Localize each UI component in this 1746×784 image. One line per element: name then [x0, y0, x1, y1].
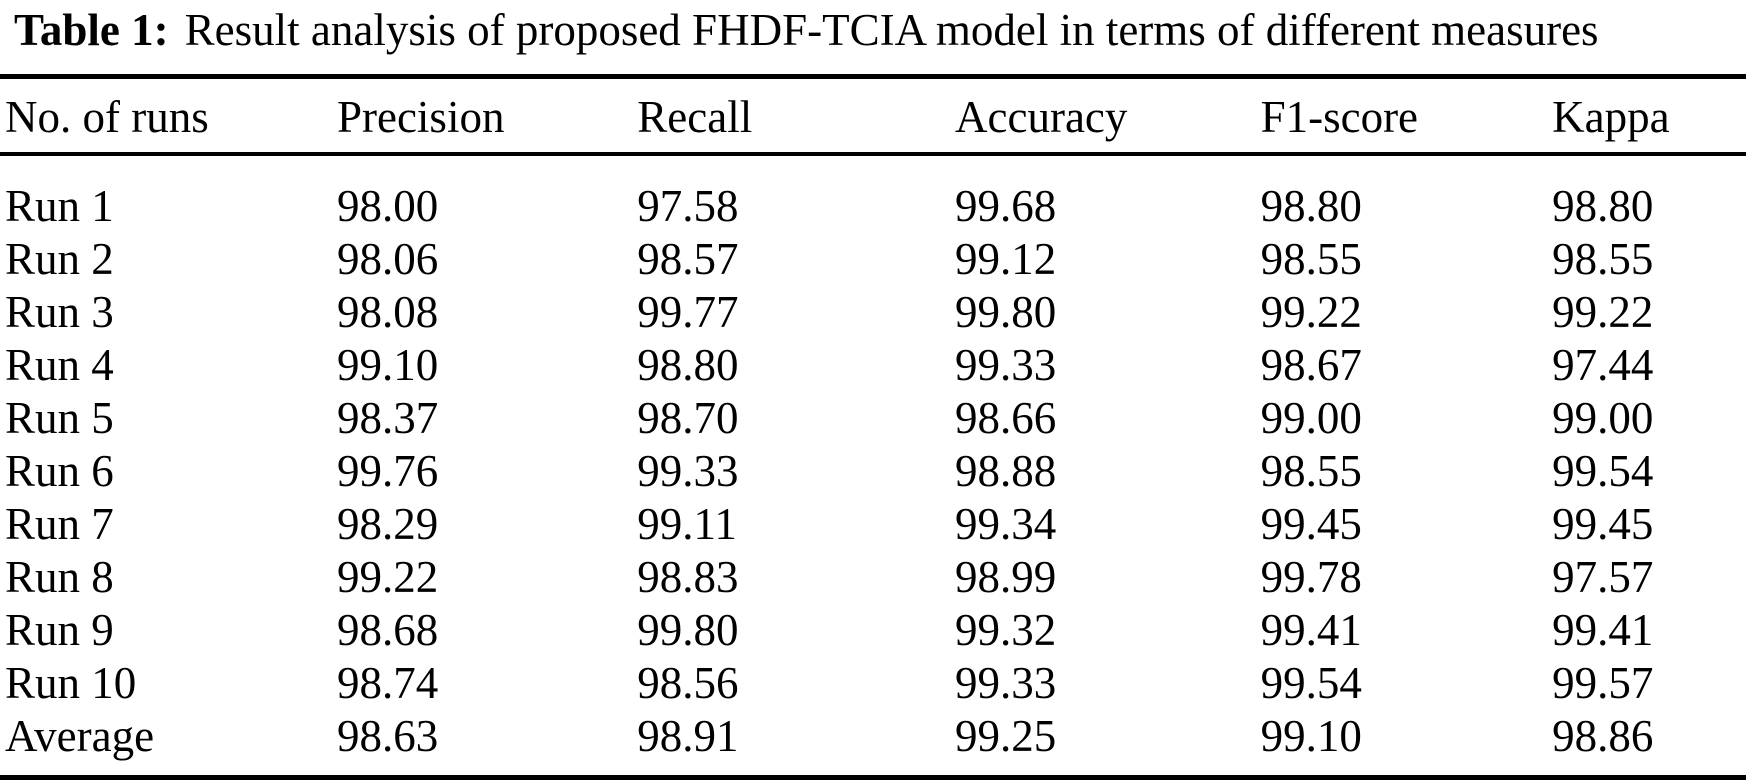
kappa-cell: 98.55 [1552, 234, 1654, 284]
table-row: Run 2 98.06 98.57 99.12 98.55 98.55 [0, 233, 1746, 286]
table-row-average: Average 98.63 98.91 99.25 99.10 98.86 [0, 710, 1746, 775]
precision-cell: 98.06 [336, 234, 439, 284]
f1-score-cell: 99.78 [1260, 552, 1362, 602]
f1-score-cell: 98.55 [1260, 234, 1362, 284]
table-row: Run 6 99.76 99.33 98.88 98.55 99.54 [0, 445, 1746, 498]
f1-score-cell: 98.67 [1260, 340, 1362, 390]
run-label-cell: Run 7 [5, 499, 114, 549]
f1-score-cell: 98.80 [1260, 181, 1362, 231]
kappa-cell: 99.54 [1552, 446, 1654, 496]
recall-cell: 99.11 [637, 499, 737, 549]
run-label-cell: Run 6 [5, 446, 114, 496]
run-label-cell: Run 8 [5, 552, 114, 602]
precision-cell: 98.63 [336, 711, 439, 761]
table-row: Run 7 98.29 99.11 99.34 99.45 99.45 [0, 498, 1746, 551]
run-label-cell: Run 1 [5, 181, 114, 231]
table-row: Run 10 98.74 98.56 99.33 99.54 99.57 [0, 657, 1746, 710]
table-row: Run 4 99.10 98.80 99.33 98.67 97.44 [0, 339, 1746, 392]
run-label-cell: Run 5 [5, 393, 114, 443]
table-row: Run 8 99.22 98.83 98.99 99.78 97.57 [0, 551, 1746, 604]
kappa-cell: 97.57 [1552, 552, 1654, 602]
precision-cell: 98.68 [336, 605, 439, 655]
table-caption-text: Result analysis of proposed FHDF-TCIA mo… [184, 5, 1599, 55]
precision-cell: 99.76 [336, 446, 439, 496]
precision-cell: 98.00 [336, 181, 439, 231]
precision-cell: 98.74 [336, 658, 439, 708]
kappa-cell: 97.44 [1552, 340, 1654, 390]
accuracy-cell: 99.25 [955, 711, 1057, 761]
recall-cell: 98.83 [637, 552, 739, 602]
table-caption: Table 1: Result analysis of proposed FHDF… [0, 0, 1746, 56]
run-label-cell: Run 10 [5, 658, 137, 708]
recall-cell: 99.80 [637, 605, 739, 655]
header-row: No. of runs Precision Recall Accuracy F1… [0, 74, 1746, 156]
table-row: Run 5 98.37 98.70 98.66 99.00 99.00 [0, 392, 1746, 445]
recall-cell: 97.58 [637, 181, 739, 231]
kappa-cell: 99.22 [1552, 287, 1654, 337]
accuracy-cell: 99.33 [955, 340, 1057, 390]
kappa-cell: 98.86 [1552, 711, 1654, 761]
accuracy-cell: 99.32 [955, 605, 1057, 655]
column-header-recall: Recall [637, 74, 956, 156]
f1-score-cell: 99.41 [1260, 605, 1362, 655]
recall-cell: 98.56 [637, 658, 739, 708]
precision-cell: 98.08 [336, 287, 439, 337]
f1-score-cell: 98.55 [1260, 446, 1362, 496]
accuracy-cell: 98.88 [955, 446, 1057, 496]
column-header-f1-score: F1-score [1260, 74, 1553, 156]
run-label-cell: Run 2 [5, 234, 114, 284]
column-header-kappa: Kappa [1552, 74, 1746, 156]
recall-cell: 98.80 [637, 340, 739, 390]
recall-cell: 99.77 [637, 287, 739, 337]
bottom-rule [0, 775, 1746, 780]
column-header-runs: No. of runs [0, 74, 337, 156]
accuracy-cell: 99.68 [955, 181, 1057, 231]
recall-cell: 98.91 [637, 711, 739, 761]
f1-score-cell: 99.54 [1260, 658, 1362, 708]
f1-score-cell: 99.45 [1260, 499, 1362, 549]
accuracy-cell: 99.33 [955, 658, 1057, 708]
f1-score-cell: 99.10 [1260, 711, 1362, 761]
accuracy-cell: 98.99 [955, 552, 1057, 602]
kappa-cell: 99.45 [1552, 499, 1654, 549]
table-row: Run 3 98.08 99.77 99.80 99.22 99.22 [0, 286, 1746, 339]
accuracy-cell: 98.66 [955, 393, 1057, 443]
kappa-cell: 99.41 [1552, 605, 1654, 655]
kappa-cell: 99.57 [1552, 658, 1654, 708]
precision-cell: 99.10 [336, 340, 439, 390]
run-label-cell: Run 3 [5, 287, 114, 337]
accuracy-cell: 99.34 [955, 499, 1057, 549]
kappa-cell: 99.00 [1552, 393, 1654, 443]
column-header-accuracy: Accuracy [955, 74, 1261, 156]
f1-score-cell: 99.00 [1260, 393, 1362, 443]
recall-cell: 98.70 [637, 393, 739, 443]
recall-cell: 99.33 [637, 446, 739, 496]
table-caption-label: Table 1: [14, 5, 169, 55]
precision-cell: 98.29 [336, 499, 439, 549]
accuracy-cell: 99.80 [955, 287, 1057, 337]
precision-cell: 99.22 [336, 552, 439, 602]
table-row: Run 1 98.00 97.58 99.68 98.80 98.80 [0, 154, 1746, 233]
accuracy-cell: 99.12 [955, 234, 1057, 284]
run-label-cell: Run 4 [5, 340, 114, 390]
kappa-cell: 98.80 [1552, 181, 1654, 231]
run-label-cell: Average [5, 711, 155, 761]
table-row: Run 9 98.68 99.80 99.32 99.41 99.41 [0, 604, 1746, 657]
precision-cell: 98.37 [336, 393, 439, 443]
results-table: No. of runs Precision Recall Accuracy F1… [0, 74, 1746, 775]
column-header-precision: Precision [336, 74, 638, 156]
f1-score-cell: 99.22 [1260, 287, 1362, 337]
recall-cell: 98.57 [637, 234, 739, 284]
run-label-cell: Run 9 [5, 605, 114, 655]
